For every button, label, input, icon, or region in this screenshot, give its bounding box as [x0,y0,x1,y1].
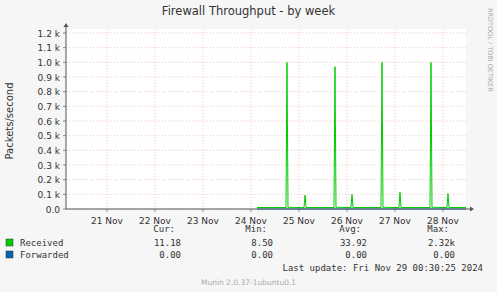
plot-area [66,29,466,209]
y-tick-label: 1.0 k [38,58,61,68]
stats-value: 0.00 [251,250,273,260]
stats-header: Cur: [153,224,175,234]
y-grid-line [66,77,466,78]
x-grid-line [395,29,396,209]
legend-label: Received [20,238,63,248]
x-axis-arrow [470,207,474,212]
last-update: Last update: Fri Nov 29 00:30:25 2024 [283,263,483,273]
stats-value: 0.00 [159,250,181,260]
y-grid-line [66,165,466,166]
title: Firewall Throughput - by week [162,4,336,18]
stats-header: Min: [245,224,267,234]
y-grid-line [66,135,466,136]
x-tick-label: 27 Nov [379,216,412,226]
y-axis-arrow [64,23,69,27]
y-grid-line [66,47,466,48]
y-tick-label: 0.1 k [38,190,61,200]
stats-value: 8.50 [251,238,273,248]
y-grid-line [66,62,466,63]
y-grid-line [66,106,466,107]
series-line [257,62,466,207]
y-tick-label: 0.9 k [38,73,61,83]
x-tick-label: 25 Nov [283,216,316,226]
x-tick-label: 21 Nov [91,216,124,226]
y-axis [66,27,67,209]
y-grid-line [66,121,466,122]
y-grid-line [66,91,466,92]
y-tick-label: 0.2 k [38,175,61,185]
y-tick-label: 0.0 [46,205,61,215]
chart: Firewall Throughput - by week Packets/sec… [0,0,497,292]
x-grid-line [347,29,348,209]
stats-value: 0.00 [345,250,367,260]
y-tick-label: 0.6 k [38,117,61,127]
y-tick-label: 1.2 k [38,29,61,39]
x-grid-line [299,29,300,209]
y-tick-label: 0.7 k [38,102,61,112]
y-axis-label: Packets/second [4,83,15,160]
y-tick-label: 0.8 k [38,87,61,97]
y-tick-label: 0.4 k [38,146,61,156]
y-grid-line [66,194,466,195]
x-grid-line [154,29,155,209]
y-tick-label: 1.1 k [38,43,61,53]
y-grid-line [66,150,466,151]
x-axis [66,209,470,210]
x-grid-line [106,29,107,209]
stats-header: Avg: [339,224,361,234]
stats-value: 0.00 [433,250,455,260]
footer: Munin 2.0.37-1ubuntu0.1 [201,278,296,287]
y-grid-line [66,179,466,180]
legend-swatch [6,251,13,258]
y-tick-label: 0.3 k [38,161,61,171]
x-grid-line [250,29,251,209]
side-text: RRDTOOL / TOBI OETIKER [486,8,494,92]
stats-value: 33.92 [340,238,367,248]
legend-label: Forwarded [20,250,69,260]
x-grid-line [202,29,203,209]
y-tick-label: 0.5 k [38,131,61,141]
legend-swatch [6,239,13,246]
stats-header: Max: [427,224,449,234]
y-grid-line [66,33,466,34]
x-grid-line [443,29,444,209]
series-group [257,62,466,209]
background [0,0,497,292]
stats-value: 2.32k [428,238,456,248]
x-tick-label: 23 Nov [187,216,220,226]
stats-value: 11.18 [154,238,181,248]
